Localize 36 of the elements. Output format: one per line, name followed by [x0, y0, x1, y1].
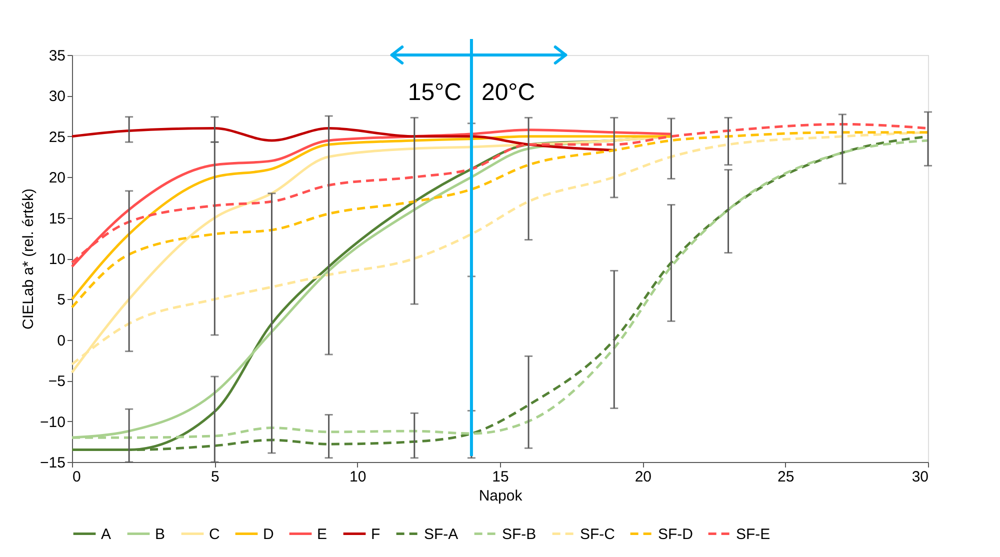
y-tick-label: 15 [48, 210, 66, 228]
legend-label: A [101, 526, 112, 543]
x-axis-title: Napok [478, 488, 523, 504]
x-tick-label: 30 [912, 468, 928, 486]
x-tick-label: 15 [492, 468, 509, 486]
legend-label: SF-D [658, 526, 694, 543]
annotation: 20°C [481, 79, 536, 106]
y-tick-label: −5 [48, 373, 66, 390]
legend-label: SF-B [502, 526, 536, 543]
y-tick-label: 20 [48, 170, 66, 187]
y-tick-label: 0 [57, 332, 66, 350]
y-tick-label: −15 [40, 454, 66, 472]
legend-label: F [371, 526, 380, 543]
x-tick-label: 25 [777, 468, 794, 486]
legend-label: SF-E [736, 526, 770, 543]
legend-label: C [209, 526, 220, 543]
x-tick-label: 10 [349, 468, 366, 486]
legend-label: E [317, 526, 328, 543]
y-tick-label: −10 [40, 414, 66, 431]
line-series [70, 135, 672, 300]
legend-label: SF-C [580, 526, 616, 543]
y-tick-label: 30 [48, 88, 66, 106]
y-tick-label: 35 [48, 48, 66, 64]
x-tick-label: 5 [210, 468, 220, 486]
line-series [70, 131, 930, 309]
line-series [70, 127, 616, 152]
y-axis-title: CIELab a* (rel. érték) [20, 188, 38, 330]
y-tick-label: 25 [48, 128, 66, 146]
legend-label: D [263, 526, 274, 543]
x-tick-label: 20 [634, 468, 652, 486]
legend-label: SF-A [424, 526, 458, 543]
annotation: 15°C [408, 79, 462, 106]
y-tick-label: 10 [48, 251, 66, 268]
y-tick-label: 5 [57, 292, 66, 309]
legend-label: B [155, 526, 166, 543]
x-tick-label: 0 [72, 468, 81, 486]
